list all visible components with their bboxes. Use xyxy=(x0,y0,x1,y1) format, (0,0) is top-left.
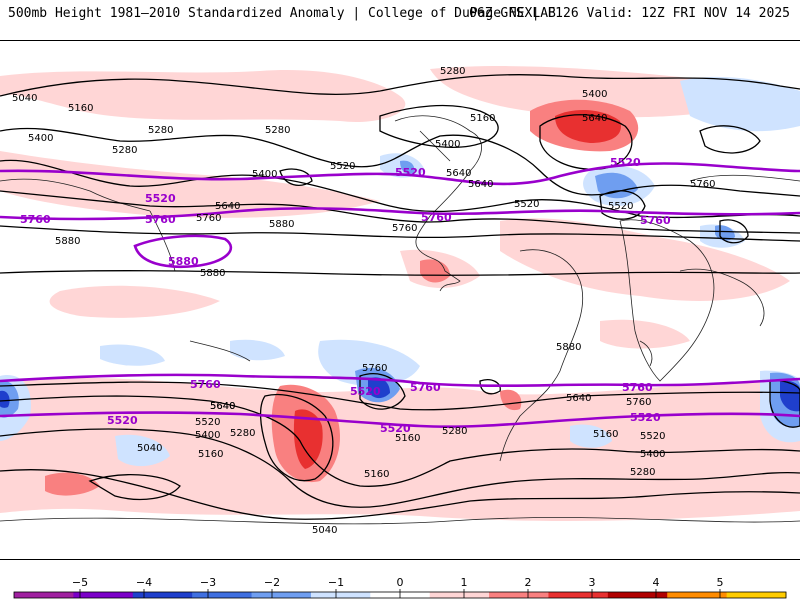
highlight-contour-label: 5760 xyxy=(421,211,452,224)
highlight-contour-label: 5520 xyxy=(610,156,641,169)
contour-label: 5160 xyxy=(364,469,389,480)
colorbar-segment xyxy=(251,592,312,598)
contour-label: 5640 xyxy=(210,401,235,412)
contour-label: 5160 xyxy=(470,113,495,124)
colorbar-tick-label: 1 xyxy=(461,576,468,589)
colorbar-tick-label: 2 xyxy=(525,576,532,589)
contour-label: 5400 xyxy=(195,430,220,441)
colorbar-segment xyxy=(548,592,609,598)
contour-label: 5280 xyxy=(630,467,655,478)
colorbar-tick-label: −3 xyxy=(200,576,216,589)
contour-label: 5040 xyxy=(12,93,37,104)
contour-label: 5760 xyxy=(392,223,417,234)
colorbar-ticks: −5 −4 −3 −2 −1 0 1 2 3 4 5 xyxy=(72,576,724,598)
colorbar-tick-label: −1 xyxy=(328,576,344,589)
highlight-contour-label: 5520 xyxy=(630,411,661,424)
colorbar-tick-label: −5 xyxy=(72,576,88,589)
contour-label: 5400 xyxy=(28,133,53,144)
highlight-contour-label: 5880 xyxy=(168,255,199,268)
colorbar-segment xyxy=(73,592,134,598)
highlight-contour-label: 5760 xyxy=(20,213,51,226)
colorbar-segment xyxy=(310,592,371,598)
height-contours xyxy=(0,74,800,520)
contour-label: 5400 xyxy=(252,169,277,180)
contour-label: 5520 xyxy=(195,417,220,428)
contour-label: 5640 xyxy=(468,179,493,190)
contour-label: 5760 xyxy=(690,179,715,190)
contour-label: 5400 xyxy=(435,139,460,150)
contour-label: 5520 xyxy=(608,201,633,212)
contour-label: 5280 xyxy=(265,125,290,136)
contour-label: 5520 xyxy=(330,161,355,172)
contour-label: 5640 xyxy=(215,201,240,212)
contour-label: 5640 xyxy=(566,393,591,404)
header-bar: 500mb Height 1981–2010 Standardized Anom… xyxy=(0,0,800,40)
colorbar-tick-label: 0 xyxy=(397,576,404,589)
contour-label: 5520 xyxy=(514,199,539,210)
contour-label: 5640 xyxy=(582,113,607,124)
weather-map: 5280 5040 5160 5400 5280 5280 5280 5520 … xyxy=(0,40,800,560)
colorbar-segment xyxy=(132,592,193,598)
contour-label: 5160 xyxy=(395,433,420,444)
contour-label: 5760 xyxy=(626,397,651,408)
colorbar-tick-label: 5 xyxy=(717,576,724,589)
contour-label: 5880 xyxy=(200,268,225,279)
contour-label: 5160 xyxy=(593,429,618,440)
colorbar-segment xyxy=(489,592,549,598)
contour-label: 5520 xyxy=(640,431,665,442)
colorbar-tick-label: 4 xyxy=(653,576,660,589)
highlight-contour-label: 5760 xyxy=(640,214,671,227)
contour-label: 5160 xyxy=(68,103,93,114)
colorbar-segment xyxy=(667,592,728,598)
contour-labels-purple: 5520 5760 5880 5520 5760 5520 5760 5760 … xyxy=(20,156,671,435)
highlight-contour-label: 5520 xyxy=(395,166,426,179)
contour-label: 5640 xyxy=(210,401,235,412)
colorbar-segment xyxy=(607,592,668,598)
negative-anomaly-strong xyxy=(0,377,800,412)
contour-label: 5400 xyxy=(582,89,607,100)
map-title: 500mb Height 1981–2010 Standardized Anom… xyxy=(8,6,556,21)
colorbar-segment xyxy=(726,592,787,598)
highlight-contour-label: 5760 xyxy=(410,381,441,394)
contour-label: 5640 xyxy=(446,168,471,179)
colorbar-svg: −5 −4 −3 −2 −1 0 1 2 3 4 5 xyxy=(13,576,787,599)
highlight-contour-label: 5520 xyxy=(107,414,138,427)
highlight-contour-label: 5520 xyxy=(350,385,381,398)
contour-label: 5880 xyxy=(269,219,294,230)
contour-label: 5040 xyxy=(137,443,162,454)
contour-label: 5280 xyxy=(230,428,255,439)
contour-label: 5880 xyxy=(55,236,80,247)
contour-label: 5280 xyxy=(148,125,173,136)
highlight-contour-label: 5520 xyxy=(145,192,176,205)
highlight-contour-label: 5760 xyxy=(145,213,176,226)
contour-label: 5280 xyxy=(442,426,467,437)
colorbar-segment xyxy=(192,592,253,598)
highlight-contours xyxy=(0,162,800,428)
colorbar-segment xyxy=(14,592,74,598)
colorbar-tick-label: −4 xyxy=(136,576,152,589)
anomaly-map-svg: 5280 5040 5160 5400 5280 5280 5280 5520 … xyxy=(0,41,800,559)
contour-label: 5280 xyxy=(112,145,137,156)
colorbar-segment xyxy=(429,592,490,598)
contour-label: 5760 xyxy=(196,213,221,224)
colorbar: −5 −4 −3 −2 −1 0 1 2 3 4 5 xyxy=(0,572,800,600)
colorbar-tick-label: 3 xyxy=(589,576,596,589)
contour-label: 5040 xyxy=(312,525,337,536)
model-run-info: 06Z GFS | F126 Valid: 12Z FRI NOV 14 202… xyxy=(469,6,790,21)
positive-anomaly-strong xyxy=(293,109,621,469)
contour-label: 5760 xyxy=(362,363,387,374)
contour-label: 5160 xyxy=(198,449,223,460)
contour-label: 5400 xyxy=(640,449,665,460)
contour-labels-black: 5280 5040 5160 5400 5280 5280 5280 5520 … xyxy=(12,66,715,536)
highlight-contour-label: 5520 xyxy=(380,422,411,435)
contour-label: 5880 xyxy=(556,342,581,353)
contour-label: 5280 xyxy=(440,66,465,77)
highlight-contour-label: 5760 xyxy=(190,378,221,391)
highlight-contour-label: 5760 xyxy=(622,381,653,394)
colorbar-tick-label: −2 xyxy=(264,576,280,589)
